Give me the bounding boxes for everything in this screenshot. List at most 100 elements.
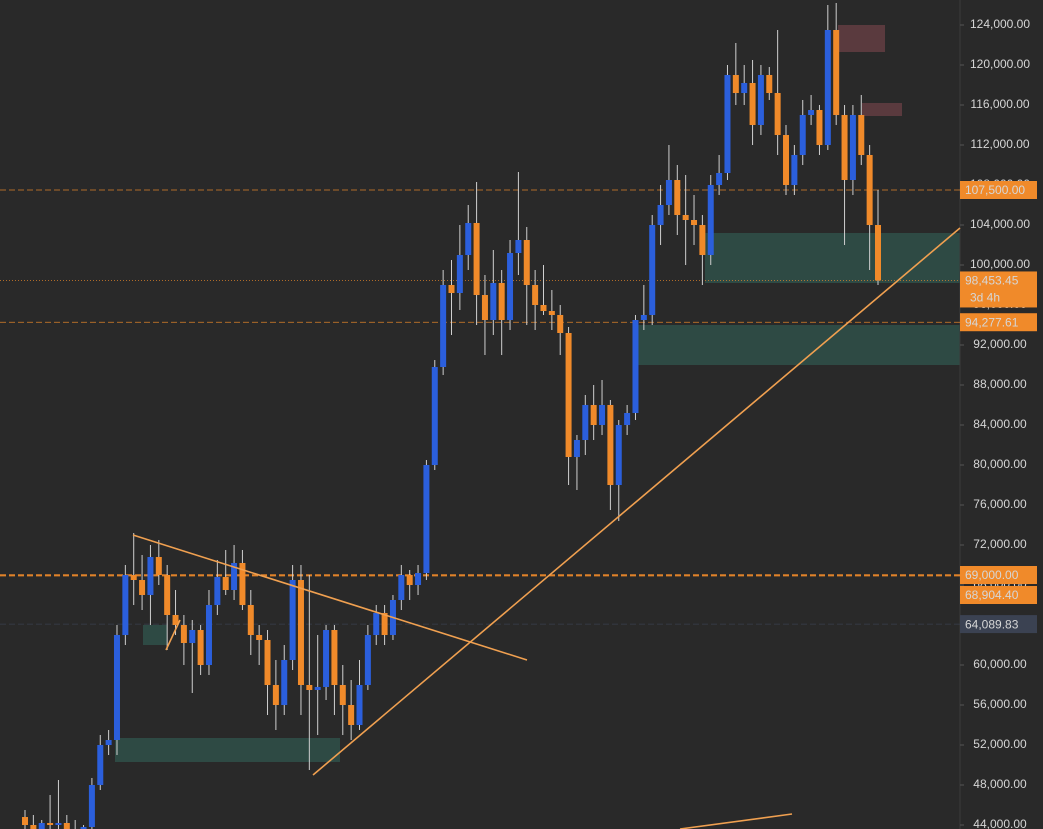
- candle-body: [331, 630, 338, 685]
- candle-body: [565, 333, 572, 457]
- candle-body: [256, 635, 263, 640]
- candle-body: [155, 557, 162, 575]
- candle-body: [582, 405, 589, 440]
- candle-body: [523, 240, 530, 285]
- candle-body: [757, 75, 764, 125]
- price-label-box: [960, 181, 1037, 199]
- candle-body: [348, 705, 355, 725]
- price-label: 64,089.83: [965, 617, 1019, 631]
- candle-body: [381, 613, 388, 635]
- candle-body: [97, 745, 104, 785]
- price-labels: 107,500.00 98,453.45 3d 4h 94,277.61 69,000.…: [960, 181, 1037, 634]
- candle-body: [456, 255, 463, 293]
- candle-body: [205, 605, 212, 665]
- price-label-box: [960, 586, 1037, 604]
- candle-body: [473, 223, 480, 295]
- candle-body: [356, 685, 363, 725]
- candle-body: [674, 180, 681, 215]
- candle-body: [323, 630, 330, 687]
- candle-body: [707, 185, 714, 255]
- candle-body: [63, 823, 70, 829]
- y-tick-label: 116,000.00: [970, 97, 1029, 111]
- candle-body: [222, 577, 229, 590]
- candle-body: [189, 630, 196, 643]
- y-tick-label: 48,000.00: [973, 777, 1027, 791]
- trendline: [312, 227, 961, 776]
- candle-body: [47, 823, 54, 825]
- candle-body: [415, 573, 422, 585]
- candle-body: [732, 75, 739, 93]
- candle-body: [398, 575, 405, 600]
- candle-body: [741, 83, 748, 93]
- candle-body: [373, 613, 380, 635]
- candle-body: [590, 405, 597, 425]
- zones: [115, 25, 960, 762]
- candle-body: [105, 740, 112, 745]
- candle-body: [866, 155, 873, 225]
- candle-body: [649, 225, 656, 315]
- candle-body: [239, 563, 246, 605]
- trendline: [165, 619, 181, 651]
- price-label: 107,500.00: [965, 183, 1025, 197]
- price-label: 69,000.00: [965, 568, 1019, 582]
- candle-body: [297, 580, 304, 685]
- price-label-box: [960, 271, 1037, 308]
- candle-body: [875, 225, 881, 281]
- price-label: 98,453.45: [965, 274, 1019, 288]
- candle-body: [507, 253, 514, 320]
- candle-body: [799, 115, 806, 155]
- zone: [143, 625, 167, 645]
- candle-body: [699, 225, 706, 255]
- candle-body: [515, 240, 522, 253]
- candle-body: [624, 413, 631, 425]
- candle-body: [465, 223, 472, 255]
- candle-body: [615, 425, 622, 485]
- y-tick-label: 72,000.00: [973, 537, 1027, 551]
- candle-body: [716, 173, 723, 185]
- y-tick-label: 84,000.00: [973, 417, 1027, 431]
- candle-body: [816, 110, 823, 145]
- candle-body: [122, 575, 129, 635]
- candle-body: [841, 115, 848, 180]
- y-tick-label: 88,000.00: [973, 377, 1027, 391]
- candle-body: [130, 575, 137, 580]
- candle-body: [440, 285, 447, 367]
- candle-body: [22, 817, 28, 825]
- y-axis: 44,000.00 48,000.00 52,000.00 56,000.00 60,0…: [960, 17, 1030, 829]
- candle-body: [783, 135, 790, 185]
- candle-body: [247, 605, 254, 635]
- candle-body: [657, 205, 664, 225]
- candle-body: [808, 110, 815, 115]
- price-label-box: [960, 615, 1037, 634]
- candle-body: [682, 215, 689, 220]
- candle-body: [665, 180, 672, 205]
- level-lines: [0, 189, 960, 625]
- candle-body: [164, 575, 171, 615]
- candle-body: [548, 311, 555, 315]
- countdown: 3d 4h: [970, 291, 1000, 305]
- candle-body: [38, 823, 45, 829]
- candle-body: [691, 220, 698, 225]
- candle-body: [281, 660, 288, 705]
- candle-body: [306, 685, 313, 690]
- candle-body: [632, 320, 639, 413]
- zone: [115, 738, 340, 762]
- candle-body: [749, 83, 756, 125]
- candle-body: [599, 405, 606, 425]
- candle-body: [557, 315, 564, 333]
- candle-body: [289, 580, 296, 660]
- candle-body: [490, 283, 497, 320]
- candle-body: [406, 575, 413, 585]
- candles: [22, 3, 881, 829]
- y-tick-label: 92,000.00: [973, 337, 1027, 351]
- trendline: [132, 534, 528, 661]
- zone: [638, 325, 960, 365]
- candle-body: [314, 687, 321, 690]
- candle-body: [498, 283, 505, 320]
- candle-body: [824, 30, 831, 145]
- candle-body: [481, 295, 488, 320]
- candle-body: [139, 580, 146, 595]
- candle-body: [30, 825, 37, 829]
